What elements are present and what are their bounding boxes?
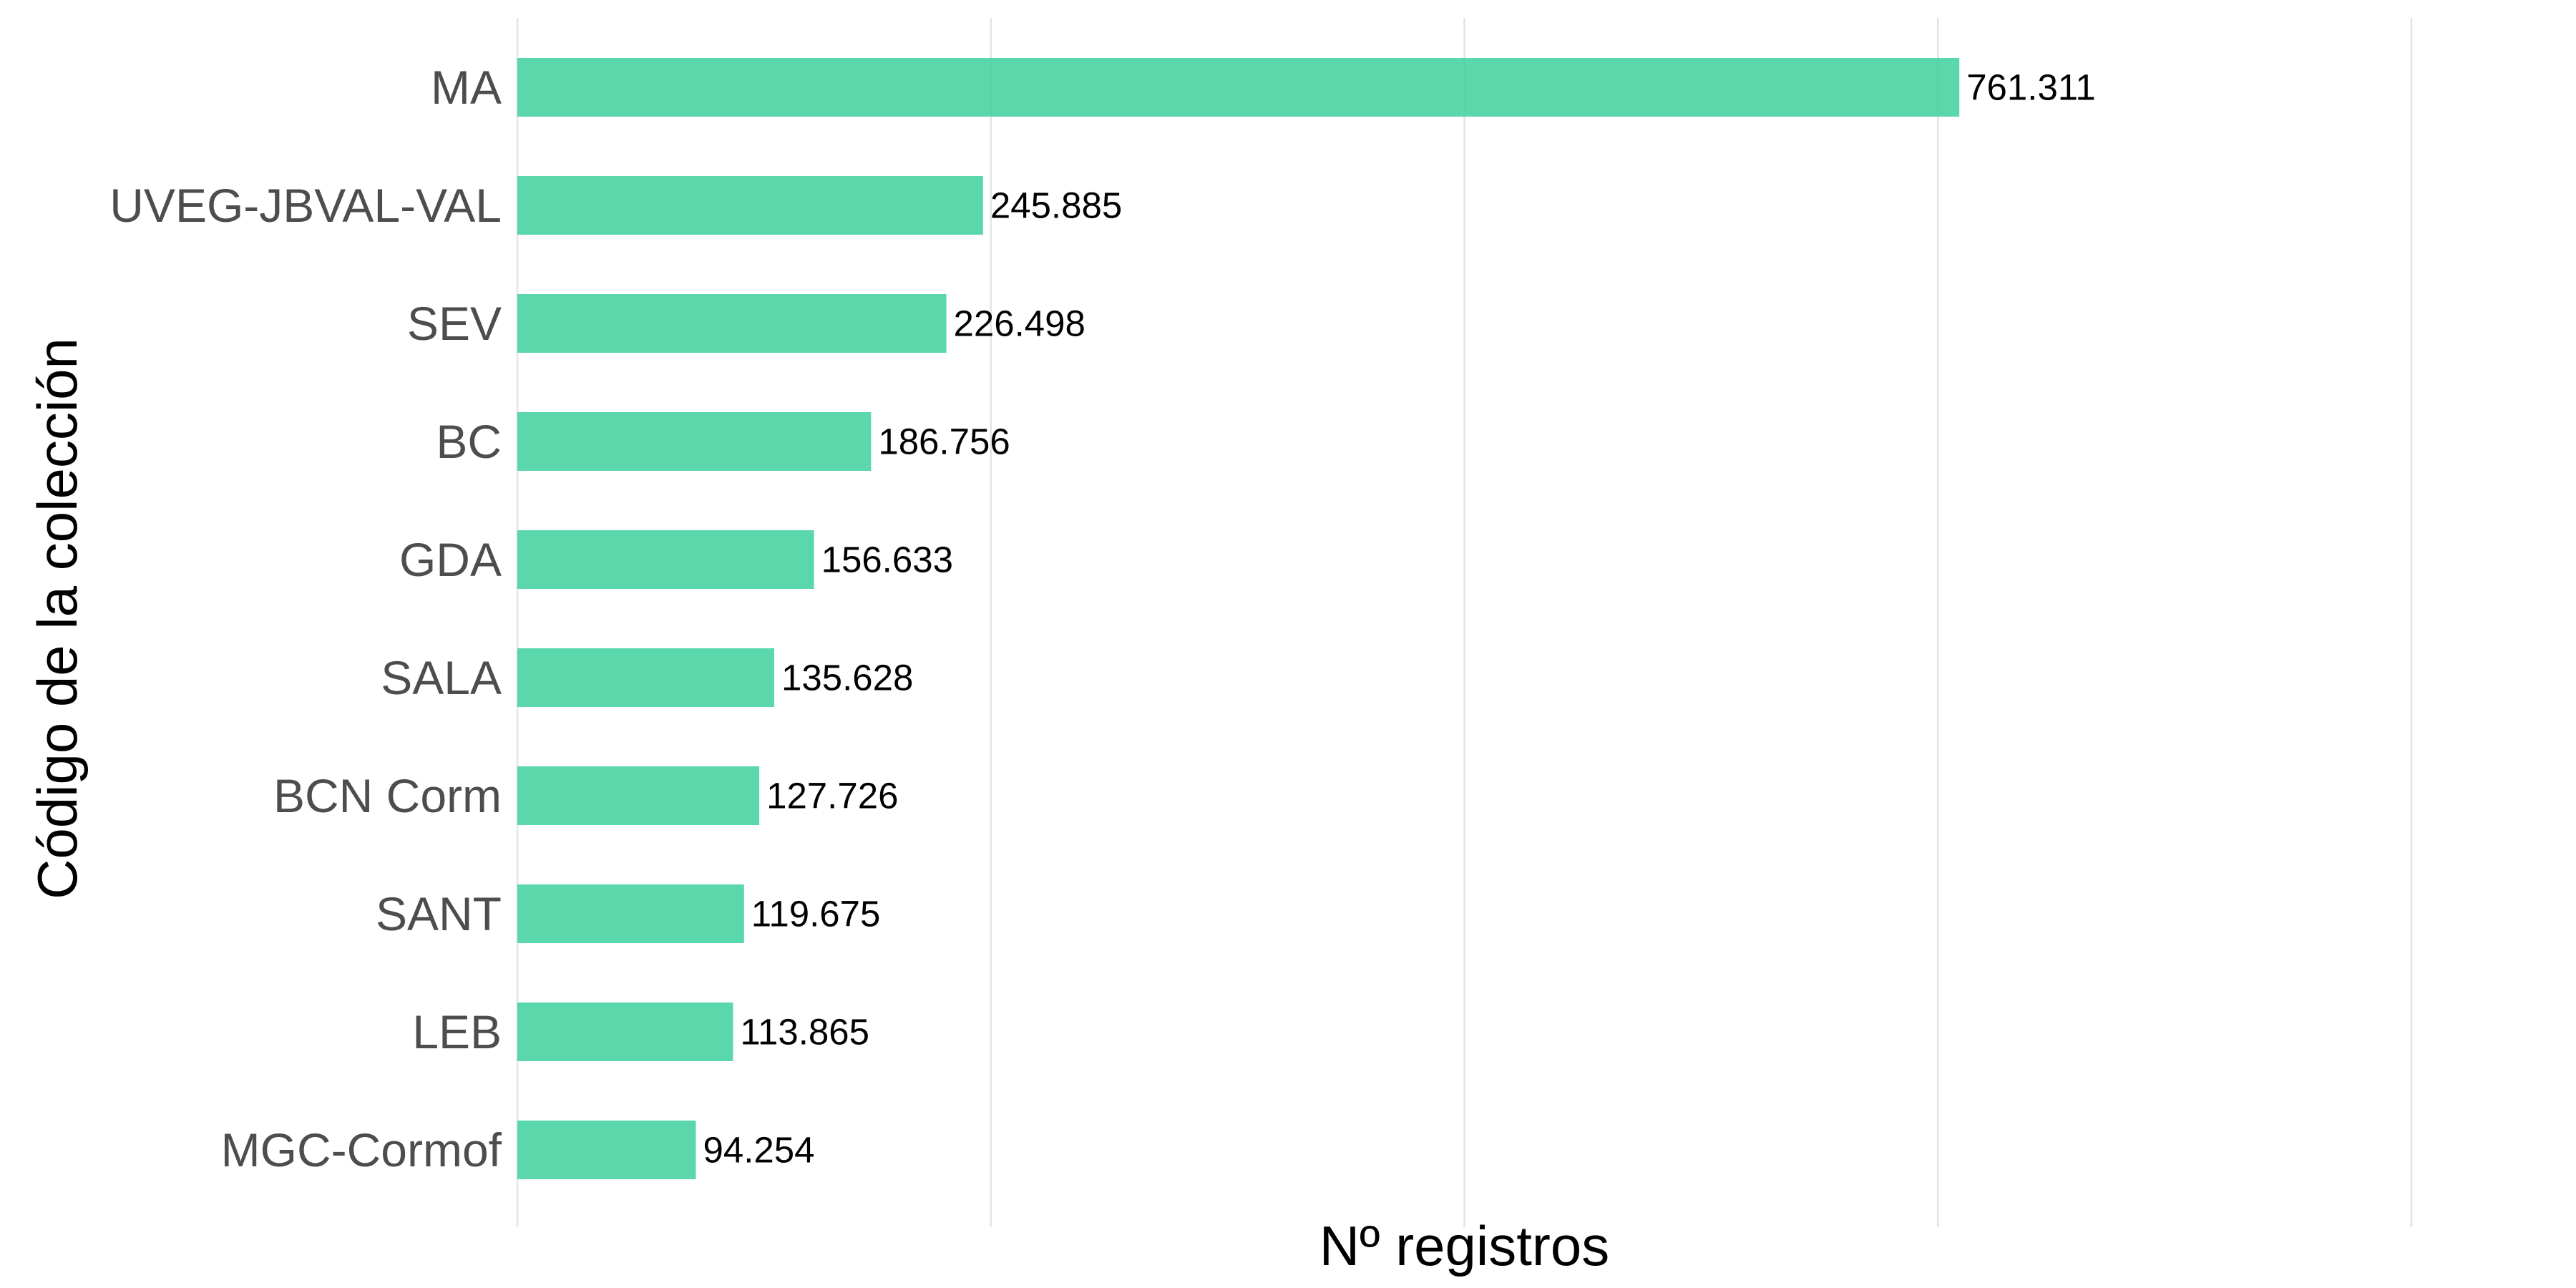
bar-3 xyxy=(517,412,872,471)
category-label-2: SEV xyxy=(407,297,502,350)
category-labels: MA UVEG-JBVAL-VAL SEV BC GDA SALA BCN Corm SANT… xyxy=(109,61,502,1176)
category-label-6: BCN Corm xyxy=(273,769,502,822)
bar-6 xyxy=(517,766,760,825)
category-label-5: SALA xyxy=(381,651,502,704)
value-label-6: 127.726 xyxy=(766,776,898,816)
category-label-4: GDA xyxy=(399,533,502,586)
value-label-1: 245.885 xyxy=(990,185,1122,226)
value-label-0: 761.311 xyxy=(1966,67,2096,108)
value-label-2: 226.498 xyxy=(954,303,1085,344)
bar-2 xyxy=(517,294,947,353)
value-label-3: 186.756 xyxy=(878,421,1010,462)
category-label-7: SANT xyxy=(376,887,502,940)
category-label-0: MA xyxy=(431,61,502,114)
value-label-7: 119.675 xyxy=(751,894,881,935)
bar-7 xyxy=(517,884,744,943)
bar-0 xyxy=(517,58,1960,117)
category-label-8: LEB xyxy=(412,1005,502,1058)
y-axis-title: Código de la colección xyxy=(26,338,89,899)
bar-5 xyxy=(517,648,775,707)
value-label-5: 135.628 xyxy=(781,658,913,698)
bar-1 xyxy=(517,176,983,235)
category-label-1: UVEG-JBVAL-VAL xyxy=(109,179,502,232)
value-label-9: 94.254 xyxy=(703,1130,814,1171)
category-label-9: MGC-Cormof xyxy=(221,1123,502,1176)
value-label-8: 113.865 xyxy=(740,1012,869,1053)
bars xyxy=(517,58,1960,1179)
value-label-4: 156.633 xyxy=(821,540,953,580)
bar-9 xyxy=(517,1121,696,1179)
value-labels: 761.311 245.885 226.498 186.756 156.633 135.6… xyxy=(703,67,2095,1171)
bar-4 xyxy=(517,530,814,589)
category-label-3: BC xyxy=(436,415,502,468)
bar-8 xyxy=(517,1002,733,1061)
x-axis-title: Nº registros xyxy=(1319,1214,1610,1277)
